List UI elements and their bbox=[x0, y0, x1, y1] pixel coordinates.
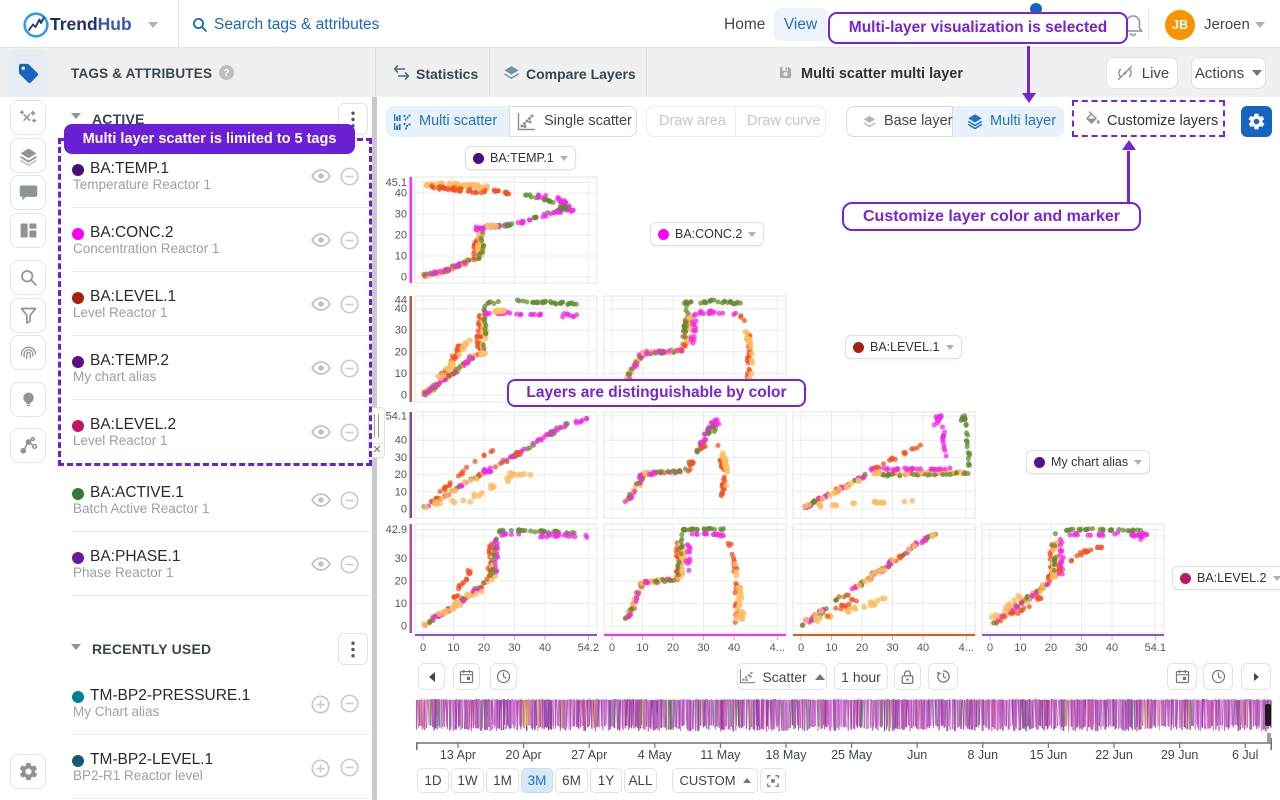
svg-text:20: 20 bbox=[856, 642, 868, 654]
svg-text:10: 10 bbox=[636, 642, 648, 654]
svg-text:8 Jun: 8 Jun bbox=[968, 748, 999, 762]
svg-text:54.2: 54.2 bbox=[578, 642, 599, 654]
svg-text:20: 20 bbox=[395, 230, 407, 242]
svg-text:30: 30 bbox=[1075, 642, 1087, 654]
svg-text:10: 10 bbox=[395, 486, 407, 498]
svg-text:0: 0 bbox=[401, 390, 407, 402]
svg-text:18 May: 18 May bbox=[766, 748, 808, 762]
svg-text:20: 20 bbox=[667, 642, 679, 654]
svg-text:4 May: 4 May bbox=[638, 748, 673, 762]
svg-text:20 Apr: 20 Apr bbox=[506, 748, 542, 762]
svg-text:13 Apr: 13 Apr bbox=[440, 748, 476, 762]
svg-text:20: 20 bbox=[395, 576, 407, 588]
svg-text:20: 20 bbox=[395, 346, 407, 358]
svg-text:4...: 4... bbox=[959, 642, 974, 654]
svg-text:20: 20 bbox=[395, 469, 407, 481]
svg-text:40: 40 bbox=[395, 188, 407, 200]
svg-text:10: 10 bbox=[395, 368, 407, 380]
svg-text:10: 10 bbox=[825, 642, 837, 654]
svg-text:10: 10 bbox=[447, 642, 459, 654]
svg-text:30: 30 bbox=[886, 642, 898, 654]
svg-text:10: 10 bbox=[395, 598, 407, 610]
svg-text:20: 20 bbox=[478, 642, 490, 654]
svg-text:22 Jun: 22 Jun bbox=[1095, 748, 1133, 762]
svg-text:25 May: 25 May bbox=[831, 748, 873, 762]
svg-text:30: 30 bbox=[395, 325, 407, 337]
svg-text:10: 10 bbox=[395, 251, 407, 263]
svg-text:30: 30 bbox=[697, 642, 709, 654]
svg-text:44: 44 bbox=[395, 295, 407, 307]
svg-text:30: 30 bbox=[395, 209, 407, 221]
svg-text:29 Jun: 29 Jun bbox=[1161, 748, 1199, 762]
svg-text:30: 30 bbox=[395, 452, 407, 464]
svg-text:0: 0 bbox=[420, 642, 426, 654]
svg-text:0: 0 bbox=[798, 642, 804, 654]
svg-text:0: 0 bbox=[401, 272, 407, 284]
svg-text:45.1: 45.1 bbox=[386, 177, 407, 189]
svg-text:42.9: 42.9 bbox=[386, 524, 407, 536]
svg-text:10: 10 bbox=[1014, 642, 1026, 654]
svg-text:40: 40 bbox=[539, 642, 551, 654]
svg-text:40: 40 bbox=[917, 642, 929, 654]
svg-text:6 Jul: 6 Jul bbox=[1232, 748, 1258, 762]
svg-text:0: 0 bbox=[401, 504, 407, 516]
svg-text:40: 40 bbox=[1106, 642, 1118, 654]
svg-text:30: 30 bbox=[508, 642, 520, 654]
svg-text:0: 0 bbox=[987, 642, 993, 654]
svg-text:4...: 4... bbox=[770, 642, 785, 654]
svg-text:0: 0 bbox=[401, 621, 407, 633]
svg-text:40: 40 bbox=[728, 642, 740, 654]
svg-text:0: 0 bbox=[609, 642, 615, 654]
svg-text:20: 20 bbox=[1045, 642, 1057, 654]
svg-text:30: 30 bbox=[395, 553, 407, 565]
svg-text:40: 40 bbox=[395, 435, 407, 447]
svg-text:15 Jun: 15 Jun bbox=[1030, 748, 1068, 762]
svg-text:54.1: 54.1 bbox=[386, 410, 407, 422]
svg-text:54.1: 54.1 bbox=[1145, 642, 1166, 654]
svg-text:11 May: 11 May bbox=[700, 748, 741, 762]
svg-text:27 Apr: 27 Apr bbox=[571, 748, 607, 762]
svg-text:40: 40 bbox=[395, 303, 407, 315]
svg-text:Jun: Jun bbox=[907, 748, 927, 762]
